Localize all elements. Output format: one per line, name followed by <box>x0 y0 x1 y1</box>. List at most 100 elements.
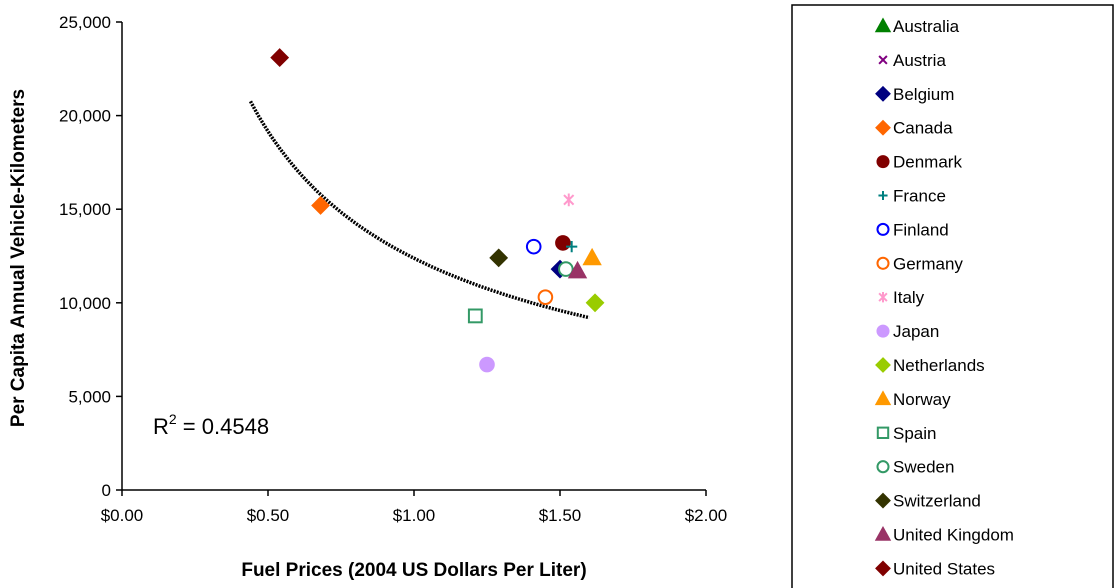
point-united-states-shape <box>270 48 290 67</box>
point-norway-shape <box>582 247 602 266</box>
x-tick-label: $2.00 <box>685 506 728 525</box>
legend-marker-switzerland-shape <box>875 492 891 509</box>
legend-label-italy: Italy <box>893 288 925 307</box>
x-tick-label: $0.00 <box>101 506 144 525</box>
legend-label-netherlands: Netherlands <box>893 356 985 375</box>
legend-marker-norway <box>874 390 892 406</box>
legend-marker-united-kingdom <box>874 525 892 541</box>
legend-item-austria: Austria <box>878 51 946 70</box>
legend-label-denmark: Denmark <box>893 153 962 172</box>
legend-label-australia: Australia <box>893 17 960 36</box>
legend-label-sweden: Sweden <box>893 458 954 477</box>
legend-item-canada: Canada <box>875 119 953 138</box>
legend-label-united-kingdom: United Kingdom <box>893 526 1014 545</box>
r-squared-value: = 0.4548 <box>177 414 269 439</box>
point-spain <box>467 308 483 324</box>
legend-label-norway: Norway <box>893 390 951 409</box>
point-italy <box>563 193 575 207</box>
legend-label-germany: Germany <box>893 254 963 273</box>
legend-label-finland: Finland <box>893 220 949 239</box>
legend-marker-netherlands <box>875 357 891 373</box>
point-france <box>566 241 578 253</box>
legend-label-united-states: United States <box>893 559 995 578</box>
legend-marker-united-states-shape <box>875 560 891 577</box>
legend-item-france: France <box>878 187 946 206</box>
point-germany <box>537 289 554 305</box>
legend-marker-italy <box>878 292 888 303</box>
point-france-shape <box>566 241 578 253</box>
legend-marker-switzerland <box>875 492 891 509</box>
legend: Australia Austria Belgium Canada Denmark Fran… <box>791 4 1114 588</box>
legend-item-norway: Norway <box>874 390 951 409</box>
r-squared-superscript: 2 <box>169 411 177 427</box>
x-tick-label: $0.50 <box>247 506 290 525</box>
legend-marker-finland-shape <box>876 222 890 236</box>
legend-item-sweden: Sweden <box>876 458 954 477</box>
point-denmark-shape <box>555 235 571 251</box>
legend-label-spain: Spain <box>893 424 936 443</box>
y-tick-label: 5,000 <box>68 387 111 406</box>
legend-marker-france-shape <box>878 190 888 201</box>
legend-item-japan: Japan <box>876 322 939 341</box>
x-tick-label: $1.00 <box>393 506 436 525</box>
legend-label-belgium: Belgium <box>893 85 954 104</box>
legend-marker-denmark <box>876 155 890 169</box>
legend-item-united-states: United States <box>875 559 995 578</box>
x-axis-title: Fuel Prices (2004 US Dollars Per Liter) <box>241 560 586 581</box>
legend-marker-sweden <box>876 460 890 474</box>
legend-marker-netherlands-shape <box>875 357 891 373</box>
y-axis-title: Per Capita Annual Vehicle-Kilometers <box>8 89 29 427</box>
legend-item-switzerland: Switzerland <box>875 492 981 511</box>
legend-label-france: France <box>893 187 946 206</box>
legend-label-austria: Austria <box>893 51 946 70</box>
legend-marker-germany-shape <box>876 256 890 270</box>
legend-marker-italy-shape <box>878 292 888 303</box>
trendline <box>248 100 590 320</box>
point-spain-shape <box>467 308 483 324</box>
legend-marker-australia <box>874 17 892 33</box>
legend-marker-belgium-shape <box>875 85 891 102</box>
point-united-kingdom <box>567 260 588 279</box>
legend-marker-united-kingdom-shape <box>874 525 892 541</box>
legend-box <box>791 4 1114 588</box>
point-sweden <box>558 261 574 277</box>
y-tick-label: 20,000 <box>59 107 111 126</box>
point-norway <box>582 247 602 266</box>
r-squared-base: R <box>153 414 169 439</box>
r-squared-annotation: R2 = 0.4548 <box>153 411 269 439</box>
point-sweden-shape <box>558 261 574 277</box>
point-switzerland <box>489 248 509 268</box>
point-united-states <box>270 48 290 67</box>
point-japan-shape <box>479 356 495 373</box>
plot-area <box>248 48 605 373</box>
legend-item-spain: Spain <box>876 424 936 443</box>
legend-marker-germany <box>876 256 890 270</box>
point-united-kingdom-shape <box>567 260 588 279</box>
legend-marker-finland <box>876 222 890 236</box>
point-netherlands <box>585 293 605 313</box>
legend-marker-united-states <box>875 560 891 577</box>
point-finland <box>525 238 542 255</box>
point-canada-shape <box>311 196 330 215</box>
y-tick-label: 25,000 <box>59 13 111 32</box>
point-canada <box>311 196 330 215</box>
legend-label-switzerland: Switzerland <box>893 492 981 511</box>
point-netherlands-shape <box>585 293 605 313</box>
y-tick-label: 0 <box>102 481 111 500</box>
legend-marker-sweden-shape <box>876 460 890 474</box>
legend-item-netherlands: Netherlands <box>875 356 985 375</box>
legend-marker-belgium <box>875 85 891 102</box>
legend-marker-norway-shape <box>874 390 892 406</box>
legend-item-germany: Germany <box>876 254 963 273</box>
y-tick-label: 10,000 <box>59 294 111 313</box>
legend-marker-spain-shape <box>876 426 890 440</box>
legend-marker-canada-shape <box>875 119 891 136</box>
legend-marker-france <box>878 190 888 201</box>
legend-item-denmark: Denmark <box>876 153 962 172</box>
point-germany-shape <box>537 289 554 305</box>
legend-marker-japan <box>876 324 890 338</box>
point-switzerland-shape <box>489 248 509 268</box>
legend-marker-austria <box>878 55 888 65</box>
legend-marker-japan-shape <box>876 324 890 338</box>
